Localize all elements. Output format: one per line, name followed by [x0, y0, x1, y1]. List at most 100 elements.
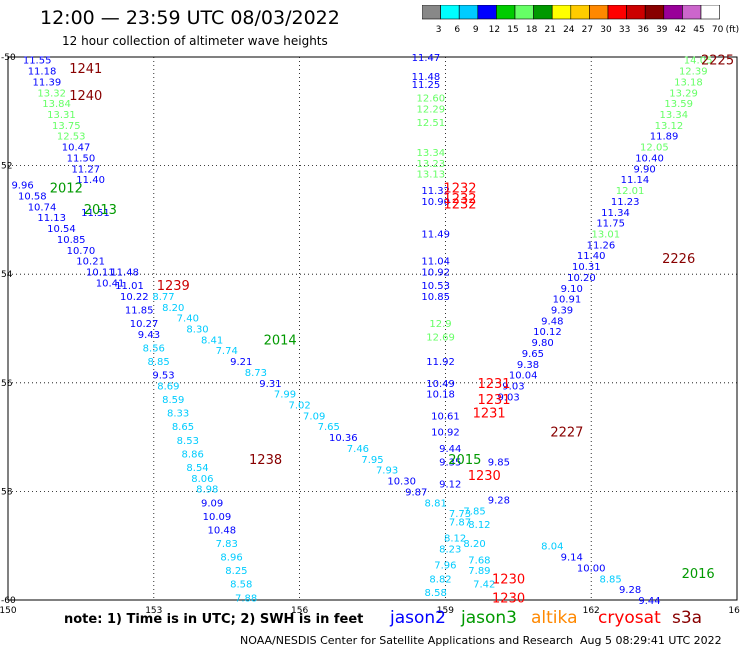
swh-value: 8.12 [468, 520, 490, 531]
pass-time-label: 1231 [477, 377, 510, 392]
pass-time-label: 2014 [264, 333, 297, 348]
pass-time-label: 1232 [443, 198, 476, 213]
swh-value: 10.49 [426, 379, 455, 390]
map-frame [7, 56, 738, 601]
swh-value: 11.47 [412, 53, 441, 64]
swh-value: 10.92 [431, 428, 460, 439]
pass-time-label: 1232 [443, 192, 476, 207]
colorbar-label: 36 [637, 25, 649, 35]
swh-value: 11.40 [76, 175, 105, 186]
swh-value: 9.96 [11, 181, 33, 192]
swh-value: 7.89 [468, 566, 490, 577]
pass-time-label: 1231 [473, 407, 506, 422]
swh-value: 8.86 [182, 449, 204, 460]
lat-tick-label: 54 [1, 270, 13, 280]
swh-value: 8.77 [152, 292, 174, 303]
swh-value: 7.09 [303, 411, 325, 422]
colorbar-label: 70 [712, 25, 724, 35]
swh-value: 10.54 [47, 224, 76, 235]
swh-value: 7.96 [434, 561, 456, 572]
swh-value: 9.14 [561, 553, 583, 564]
swh-value: 7.93 [376, 466, 398, 477]
swh-value: 10.31 [572, 262, 601, 273]
swh-value: 11.23 [611, 197, 640, 208]
swh-value: 8.04 [541, 542, 563, 553]
swh-value: 10.85 [421, 292, 450, 303]
swh-value: 10.85 [57, 235, 86, 246]
pass-time-label: 1238 [249, 453, 282, 468]
colorbar-label: 15 [507, 25, 518, 35]
swh-value: 10.74 [28, 202, 57, 213]
pass-time-label: 2015 [448, 453, 481, 468]
swh-value: 10.70 [67, 246, 96, 257]
swh-value: 11.14 [621, 175, 650, 186]
swh-value: 11.92 [426, 357, 455, 368]
legend-altika: altika [531, 608, 578, 628]
swh-value: 9.90 [634, 164, 656, 175]
lat-tick-label: 56 [1, 379, 13, 389]
footer-timestamp: Aug 5 08:29:41 UTC 2022 [580, 634, 722, 647]
swh-value: 12.9 [429, 319, 451, 330]
pass-time-label: 2013 [84, 203, 117, 218]
swh-value: 10.00 [577, 563, 606, 574]
lat-tick-label: -50 [1, 53, 16, 63]
pass-time-label: 1240 [69, 89, 102, 104]
swh-value: 11.89 [650, 132, 679, 143]
pass-time-label: 1230 [492, 591, 525, 606]
swh-value: 8.25 [225, 566, 247, 577]
pass-time-label: 1239 [157, 279, 190, 294]
pass-time-label: 2227 [550, 426, 583, 441]
swh-value: 8.58 [425, 588, 447, 599]
swh-value: 11.25 [412, 80, 441, 91]
swh-value: 8.06 [191, 474, 213, 485]
pass-time-label: 1230 [492, 572, 525, 587]
colorbar-swatch [700, 5, 720, 20]
swh-value: 13.18 [674, 77, 703, 88]
swh-value: 7.87 [449, 517, 471, 528]
swh-value: 13.29 [669, 88, 698, 99]
swh-value: 8.85 [148, 357, 170, 368]
swh-value: 10.27 [130, 319, 159, 330]
swh-value: 7.68 [468, 555, 490, 566]
swh-value: 10.48 [208, 525, 237, 536]
swh-value: 9.53 [152, 371, 174, 382]
swh-value: 8.20 [463, 539, 485, 550]
swh-value: 9.09 [201, 498, 223, 509]
swh-value: 8.82 [429, 574, 451, 585]
swh-value: 12.69 [426, 333, 455, 344]
swh-value: 11.50 [67, 153, 96, 164]
colorbar-label: 33 [619, 25, 630, 35]
swh-value: 12.29 [416, 105, 445, 116]
swh-value: 11.55 [23, 56, 52, 67]
swh-value: 13.59 [664, 99, 693, 110]
swh-value: 9.12 [439, 479, 461, 490]
swh-value: 11.04 [421, 257, 450, 268]
swh-value: 8.73 [245, 368, 267, 379]
swh-value: 8.81 [425, 498, 447, 509]
swh-value: 11.34 [601, 208, 630, 219]
swh-colorbar: 3 6 9 12 15 18 21 24 27 30 33 36 39 42 45 70 (ft) [422, 5, 739, 35]
swh-value: 12.53 [57, 132, 86, 143]
swh-value: 9.43 [138, 330, 160, 341]
pass-time-label: 2226 [662, 252, 695, 267]
map-subtitle: 12 hour collection of altimeter wave hei… [62, 34, 328, 48]
swh-value: 11.18 [28, 67, 57, 78]
swh-value: 10.92 [421, 267, 450, 278]
swh-value: 8.41 [201, 335, 223, 346]
pass-time-label: 1231 [477, 393, 510, 408]
lon-tick-label: 162 [583, 606, 600, 616]
colorbar-label: 45 [693, 25, 704, 35]
swh-value: 10.58 [18, 191, 47, 202]
swh-value: 9.87 [405, 487, 427, 498]
swh-value: 13.23 [416, 159, 445, 170]
swh-value: 9.44 [439, 444, 461, 455]
swh-value: 8.12 [444, 534, 466, 545]
colorbar-label: 6 [454, 25, 460, 35]
swh-value: 14.05 [684, 56, 713, 67]
colorbar-label: 12 [489, 25, 500, 35]
lon-tick-label: 165 [728, 606, 740, 616]
swh-value: 8.85 [600, 574, 622, 585]
swh-value: 11.26 [587, 240, 616, 251]
swh-value: 10.20 [567, 273, 596, 284]
swh-value: 12.51 [416, 118, 445, 129]
